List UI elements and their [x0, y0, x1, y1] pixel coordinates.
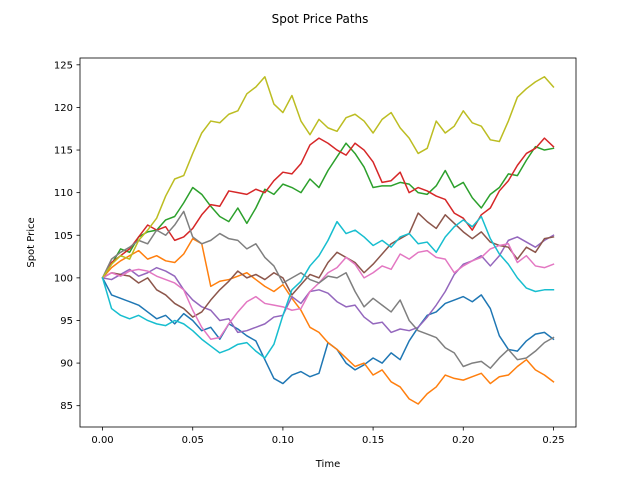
x-tick-label: 0.20: [452, 435, 474, 446]
y-axis: 85 90 95 100 105 110 115 120 125: [54, 60, 80, 412]
series-line-9: [101, 76, 555, 279]
y-tick-label: 85: [60, 401, 73, 412]
x-tick-label: 0.15: [362, 435, 384, 446]
chart-title: Spot Price Paths: [272, 12, 369, 26]
plot-frame: [79, 57, 577, 428]
series-line-10: [101, 215, 555, 359]
y-tick-label: 120: [54, 103, 73, 114]
y-tick-label: 100: [54, 273, 73, 284]
y-tick-label: 125: [54, 60, 73, 71]
series-line-3: [101, 142, 555, 279]
y-tick-label: 105: [54, 231, 73, 242]
x-tick-label: 0.00: [91, 435, 113, 446]
x-tick-label: 0.10: [272, 435, 294, 446]
x-axis: 0.00 0.05 0.10 0.15 0.20 0.25: [91, 427, 565, 446]
y-tick-label: 95: [60, 316, 73, 327]
series-layer: [101, 76, 555, 405]
series-line-6: [101, 212, 555, 318]
series-line-2: [101, 237, 555, 405]
series-line-7: [101, 243, 555, 340]
y-tick-label: 110: [54, 188, 73, 199]
series-line-8: [101, 210, 555, 369]
x-tick-label: 0.05: [182, 435, 204, 446]
y-axis-label: Spot Price: [26, 217, 37, 267]
series-line-5: [101, 234, 555, 334]
y-tick-label: 115: [54, 146, 73, 157]
x-axis-label: Time: [315, 459, 340, 470]
x-tick-label: 0.25: [542, 435, 564, 446]
y-tick-label: 90: [60, 359, 73, 370]
